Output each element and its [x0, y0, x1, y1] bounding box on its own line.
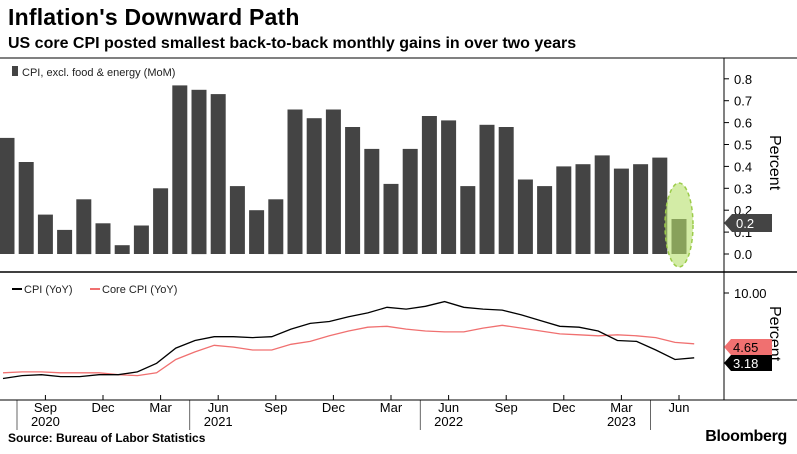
x-tick-label: Sep — [264, 400, 287, 415]
x-tick-label: Jun — [208, 400, 229, 415]
bar-jul-2021 — [229, 186, 245, 254]
bloomberg-logo: Bloomberg — [705, 428, 787, 445]
bar-may-2021 — [191, 89, 207, 255]
y-tick-label: 0.8 — [734, 72, 752, 87]
x-tick-label: Mar — [149, 400, 172, 415]
bar-aug-2020 — [18, 162, 34, 254]
last-value-text-cpi: 3.18 — [733, 356, 758, 371]
x-tick-label: Dec — [322, 400, 346, 415]
y-tick-label: 0.7 — [734, 94, 752, 109]
x-tick-label: Dec — [552, 400, 576, 415]
bar-nov-2021 — [306, 118, 322, 254]
bar-dec-2022 — [556, 166, 572, 254]
bar-sep-2022 — [498, 127, 514, 254]
legend-swatch-mom — [12, 66, 18, 76]
legend-swatch-cpi — [12, 288, 22, 290]
y-axis-label-top: Percent — [766, 135, 783, 191]
bar-aug-2022 — [479, 124, 495, 254]
bar-jun-2021 — [210, 94, 226, 254]
bar-apr-2023 — [633, 164, 649, 254]
x-tick-label: Jun — [438, 400, 459, 415]
last-value-badge-core: 4.65 — [724, 339, 772, 355]
x-tick-label: Dec — [91, 400, 115, 415]
bar-dec-2020 — [95, 223, 111, 254]
bar-may-2022 — [421, 116, 437, 254]
x-tick-label: Mar — [380, 400, 403, 415]
bar-sep-2020 — [37, 214, 53, 254]
bar-jan-2023 — [575, 164, 591, 254]
bar-feb-2022 — [364, 148, 380, 254]
bar-series — [0, 85, 687, 255]
legend-swatch-core — [90, 288, 100, 290]
bar-jul-2022 — [460, 186, 476, 254]
bar-oct-2020 — [57, 229, 73, 254]
y-ticks-top: 0.00.10.20.30.40.50.60.70.8 — [724, 72, 752, 262]
bar-jun-2022 — [441, 120, 457, 255]
last-value-arrow-core — [724, 339, 772, 355]
y-tick-label: 0.4 — [734, 159, 752, 174]
y-tick-label: 0.6 — [734, 116, 752, 131]
chart-title: Inflation's Downward Path — [8, 4, 300, 30]
y-tick-label: 0.0 — [734, 247, 752, 262]
x-tick-label: Sep — [34, 400, 57, 415]
bar-dec-2021 — [325, 109, 341, 254]
bar-nov-2020 — [76, 199, 92, 255]
x-tick-label: Jun — [669, 400, 690, 415]
bar-feb-2023 — [594, 155, 610, 254]
last-value-text-core: 4.65 — [733, 340, 758, 355]
last-value-badge-cpi: 3.18 — [724, 355, 772, 371]
legend-label-mom: CPI, excl. food & energy (MoM) — [22, 67, 175, 79]
y-tick-label: 0.5 — [734, 138, 752, 153]
core-cpi-line — [2, 324, 695, 377]
bar-may-2023 — [652, 157, 668, 254]
cpi-line — [2, 300, 695, 380]
bar-aug-2021 — [249, 210, 265, 254]
bar-oct-2021 — [287, 109, 303, 254]
chart-subtitle: US core CPI posted smallest back-to-back… — [8, 35, 577, 52]
y-ticks-bottom: 10.00 — [724, 286, 767, 301]
x-year-label: 2021 — [204, 414, 233, 429]
y-tick-label: 0.3 — [734, 181, 752, 196]
legend-label-core: Core CPI (YoY) — [102, 284, 177, 296]
x-tick-label: Mar — [610, 400, 633, 415]
x-year-label: 2022 — [434, 414, 463, 429]
last-value-text-mom: 0.2 — [736, 216, 754, 231]
bar-jul-2020 — [0, 137, 15, 254]
bar-mar-2023 — [613, 168, 629, 254]
bar-sep-2021 — [268, 199, 284, 255]
last-value-badge-mom: 0.2 — [724, 213, 772, 232]
y-tick-label-bottom: 10.00 — [734, 286, 767, 301]
last-value-arrow-mom — [724, 213, 772, 232]
bar-nov-2022 — [537, 186, 553, 254]
x-axis-ticks: Sep Dec Mar Jun Sep Dec Mar Jun Sep Dec Mar Jun 2020… — [16, 395, 690, 430]
x-year-label: 2023 — [607, 414, 636, 429]
bar-apr-2021 — [172, 85, 188, 255]
bar-feb-2021 — [133, 225, 149, 254]
last-value-arrow-cpi — [724, 355, 772, 371]
bar-mar-2022 — [383, 183, 399, 254]
highlight-ellipse — [664, 182, 694, 268]
legend-label-cpi: CPI (YoY) — [24, 284, 73, 296]
bar-jan-2021 — [114, 245, 130, 254]
source-note: Source: Bureau of Labor Statistics — [8, 431, 206, 445]
bar-apr-2022 — [402, 148, 418, 254]
x-tick-label: Sep — [495, 400, 518, 415]
bar-oct-2022 — [517, 179, 533, 254]
x-year-label: 2020 — [31, 414, 60, 429]
bar-jan-2022 — [345, 127, 361, 254]
bar-mar-2021 — [153, 188, 169, 254]
